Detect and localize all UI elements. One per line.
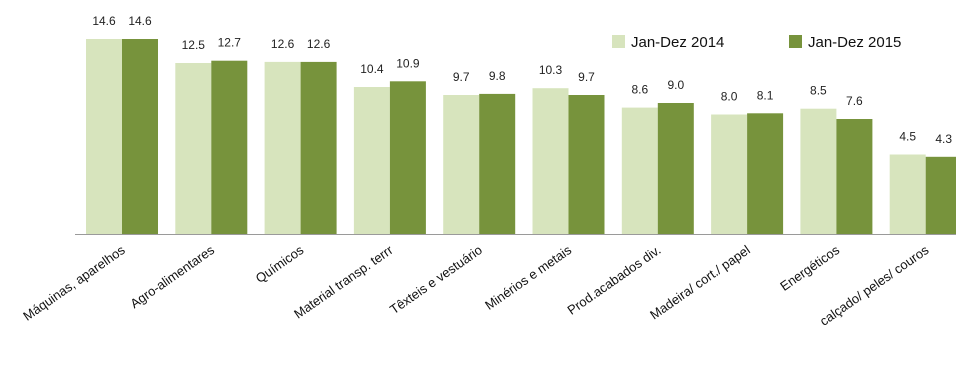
bar-texteis-2014 — [443, 95, 480, 235]
value-label-prod-acabados-2015: 9.0 — [667, 78, 684, 92]
bar-quimicos-2015 — [300, 61, 337, 235]
value-label-calcado-2014: 4.5 — [899, 130, 916, 144]
bar-minerios-2015 — [568, 95, 605, 235]
bar-prod-acabados-2015 — [657, 103, 694, 235]
value-label-calcado-2015: 4.3 — [935, 132, 952, 146]
value-label-prod-acabados-2014: 8.6 — [631, 83, 648, 97]
value-label-minerios-2015: 9.7 — [578, 70, 595, 84]
bars-layer — [86, 39, 956, 235]
bar-material-2015 — [389, 81, 426, 235]
value-label-quimicos-2014: 12.6 — [271, 37, 295, 51]
value-label-maquinas-2015: 14.6 — [128, 14, 152, 28]
category-label-maquinas: Máquinas, aparelhos — [20, 242, 128, 324]
value-label-texteis-2015: 9.8 — [489, 69, 506, 83]
value-label-quimicos-2015: 12.6 — [307, 37, 331, 51]
value-label-texteis-2014: 9.7 — [453, 70, 470, 84]
legend: Jan-Dez 2014 Jan-Dez 2015 — [612, 34, 901, 51]
legend-label-2014: Jan-Dez 2014 — [631, 34, 724, 51]
legend-label-2015: Jan-Dez 2015 — [808, 34, 901, 51]
bar-energeticos-2014 — [800, 108, 837, 235]
category-labels-layer: Máquinas, aparelhos Agro-alimentares Quími… — [20, 242, 932, 329]
value-labels-layer: 14.6 14.6 12.5 12.7 12.6 12.6 10.4 10.9 9.7 9.8 10… — [92, 14, 952, 146]
bar-calcado-2014 — [889, 154, 926, 235]
bar-quimicos-2014 — [264, 61, 301, 235]
bar-minerios-2014 — [532, 88, 569, 235]
bar-energeticos-2015 — [836, 119, 873, 235]
bar-agro-2015 — [211, 60, 248, 235]
bar-calcado-2015 — [925, 156, 956, 235]
bar-agro-2014 — [175, 63, 212, 235]
bar-prod-acabados-2014 — [621, 107, 658, 235]
bar-madeira-2015 — [747, 113, 784, 235]
bar-madeira-2014 — [711, 114, 748, 235]
value-label-minerios-2014: 10.3 — [539, 63, 563, 77]
bar-material-2014 — [353, 87, 390, 235]
category-label-agro: Agro-alimentares — [127, 242, 217, 311]
bar-maquinas-2014 — [86, 39, 122, 235]
category-label-energeticos: Energéticos — [777, 242, 842, 294]
value-label-agro-2015: 12.7 — [218, 36, 242, 50]
value-label-material-2015: 10.9 — [396, 56, 420, 70]
bar-maquinas-2015 — [122, 39, 158, 235]
legend-swatch-2015 — [789, 35, 802, 48]
bar-texteis-2015 — [479, 93, 516, 235]
value-label-madeira-2014: 8.0 — [721, 90, 738, 104]
category-label-texteis: Têxteis e vestuário — [387, 242, 485, 317]
legend-swatch-2014 — [612, 35, 625, 48]
value-label-energeticos-2015: 7.6 — [846, 94, 863, 108]
category-label-quimicos: Químicos — [253, 242, 307, 286]
value-label-maquinas-2014: 14.6 — [92, 14, 116, 28]
value-label-material-2014: 10.4 — [360, 62, 384, 76]
value-label-madeira-2015: 8.1 — [757, 88, 774, 102]
category-label-material: Material transp. terrr — [291, 242, 396, 322]
category-label-minerios: Minérios e metais — [482, 242, 574, 313]
category-label-prod-acabados: Prod.acabados div. — [565, 242, 664, 318]
value-label-agro-2014: 12.5 — [182, 38, 206, 52]
value-label-energeticos-2014: 8.5 — [810, 84, 827, 98]
